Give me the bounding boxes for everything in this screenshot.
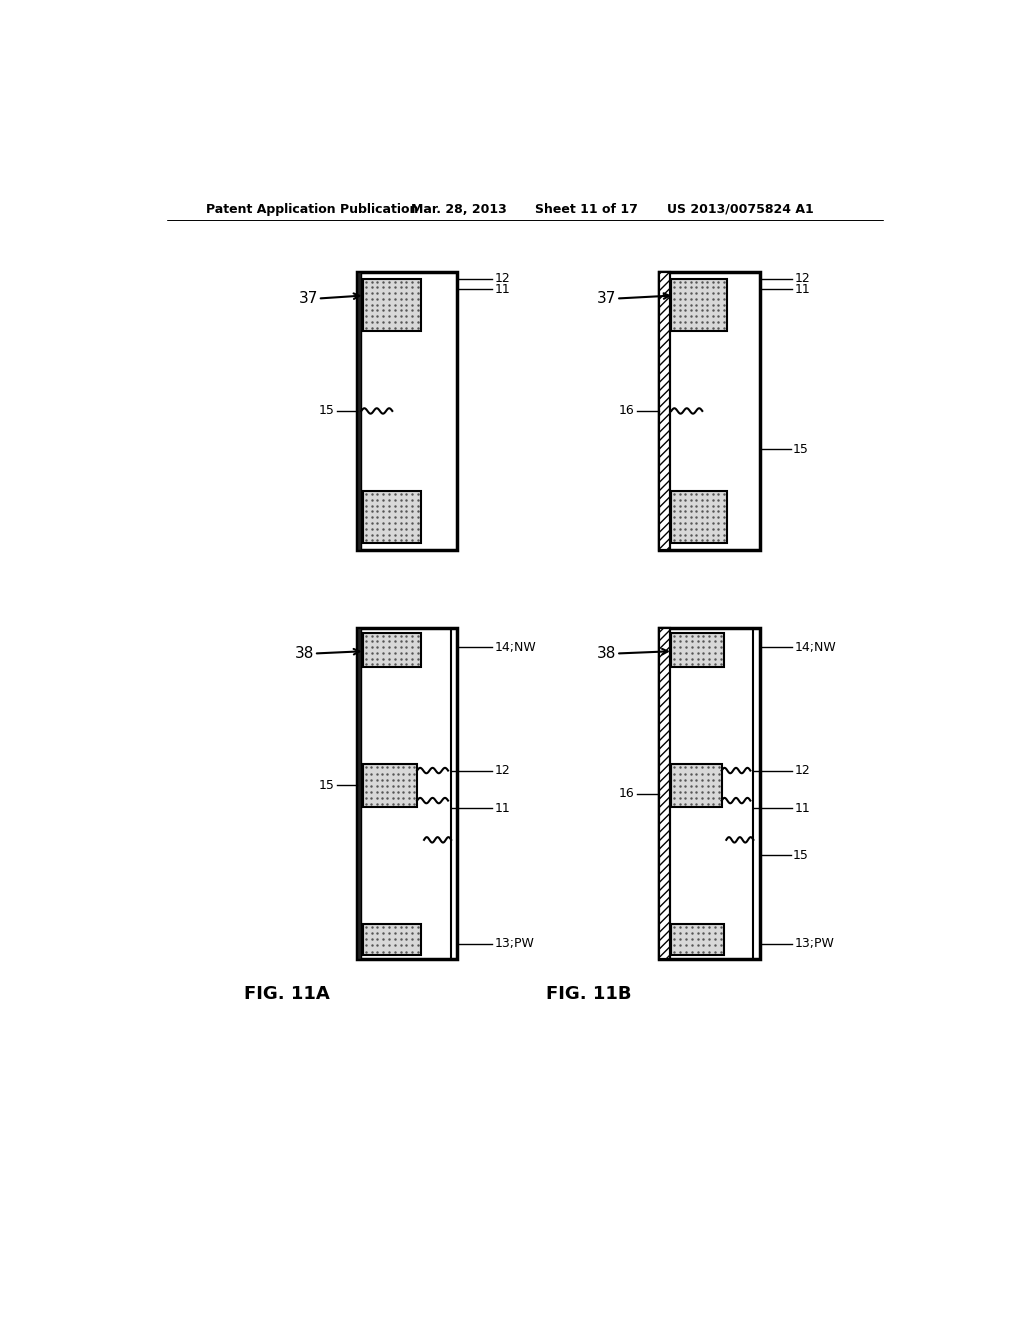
Bar	[356, 628, 361, 960]
Bar	[658, 628, 670, 960]
Text: Patent Application Publication: Patent Application Publication	[206, 203, 418, 215]
Bar	[658, 628, 760, 960]
Text: Sheet 11 of 17: Sheet 11 of 17	[535, 203, 638, 215]
Text: 12: 12	[495, 764, 510, 777]
Text: 37: 37	[597, 290, 616, 306]
Text: 16: 16	[620, 787, 635, 800]
Bar	[672, 632, 724, 668]
Bar	[658, 272, 760, 549]
Text: FIG. 11A: FIG. 11A	[245, 985, 330, 1003]
Text: 11: 11	[495, 282, 510, 296]
Bar	[356, 272, 458, 549]
Text: 12: 12	[795, 764, 810, 777]
Bar	[362, 764, 417, 807]
Bar	[658, 272, 670, 549]
Text: 11: 11	[795, 282, 810, 296]
Bar	[658, 628, 670, 960]
Text: 15: 15	[319, 404, 335, 417]
Text: 15: 15	[793, 444, 809, 455]
Bar	[672, 764, 722, 807]
Text: 15: 15	[319, 779, 335, 792]
Text: 13;PW: 13;PW	[795, 937, 835, 950]
Text: 15: 15	[793, 849, 809, 862]
Text: 13;PW: 13;PW	[495, 937, 535, 950]
Bar	[362, 279, 421, 331]
Bar	[672, 279, 727, 331]
Text: 38: 38	[295, 645, 314, 661]
Bar	[356, 628, 458, 960]
Text: 11: 11	[495, 801, 510, 814]
Text: FIG. 11B: FIG. 11B	[547, 985, 632, 1003]
Text: 11: 11	[795, 801, 810, 814]
Bar	[672, 491, 727, 544]
Bar	[362, 491, 421, 544]
Text: Mar. 28, 2013: Mar. 28, 2013	[411, 203, 507, 215]
Bar	[362, 924, 421, 954]
Text: US 2013/0075824 A1: US 2013/0075824 A1	[667, 203, 813, 215]
Bar	[362, 632, 421, 668]
Text: 37: 37	[299, 290, 317, 306]
Text: 12: 12	[495, 272, 510, 285]
Bar	[356, 272, 361, 549]
Bar	[658, 272, 670, 549]
Text: 38: 38	[597, 645, 616, 661]
Text: 14;NW: 14;NW	[495, 640, 537, 653]
Bar	[672, 924, 724, 954]
Text: 16: 16	[620, 404, 635, 417]
Text: 14;NW: 14;NW	[795, 640, 837, 653]
Text: 12: 12	[795, 272, 810, 285]
